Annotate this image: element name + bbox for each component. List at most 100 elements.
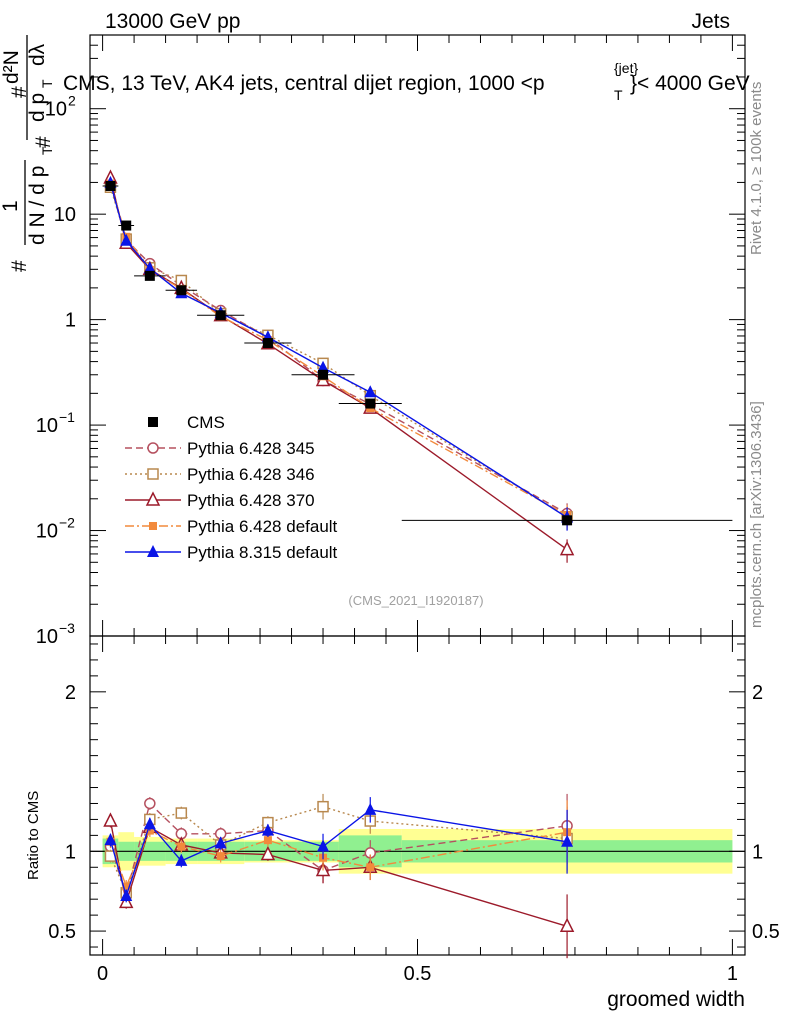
ratio-line [109,805,568,895]
cms-point [262,338,273,349]
main-line [109,183,568,516]
ratio-point [177,842,186,851]
ratio-point [364,802,377,815]
main-point [143,261,156,274]
legend-entry-pythia-6-428-default: Pythia 6.428 default [125,517,338,536]
main-line [109,182,568,519]
rivet-version-label: Rivet 4.1.0, ≥ 100k events [748,82,765,255]
main-line [109,177,568,551]
ratio-y-tick-label: 0.5 [48,921,76,943]
ratio-point [261,823,274,836]
ratio-point [260,845,276,861]
ratio-y-axis-label: Ratio to CMS [25,791,42,880]
ylabel-denominator: d N / d p [26,166,49,245]
legend-entry-pythia-6-428-345: Pythia 6.428 345 [125,439,315,458]
x-tick-label: 0 [97,963,108,985]
cms-point [215,310,226,321]
legend-label: Pythia 8.315 default [187,543,338,562]
ylabel-one: 1 [0,200,22,212]
ylabel-rhs-end: dλ [26,43,49,66]
ylabel-rhs-hash-top: # [8,86,31,98]
x-axis-label: groomed width [607,988,745,1011]
ylabel-rhs-hash-bot: # [32,136,55,148]
main-y-axis-label: # 1 d N / d p T # d²N # d p T dλ [0,35,55,272]
beam-label: 13000 GeV pp [105,10,240,33]
ratio-point [120,888,133,901]
legend-entry-cms: CMS [148,413,225,432]
main-point [317,360,330,373]
legend-label-cms: CMS [187,413,225,432]
ratio-y-tick-label: 2 [65,682,76,704]
ratio-point [143,817,156,830]
series-pythia-6-428-default [106,179,572,893]
series-cms [102,180,733,526]
mcplots-label: mcplots.cern.ch [arXiv:1306.3436] [748,401,765,628]
ratio-point [122,882,131,891]
cms-point [365,398,376,409]
legend-marker [147,545,159,557]
ylabel-den-subscript: T [39,146,55,155]
legend-marker [147,442,159,454]
cms-point [121,220,132,231]
ratio-point [559,917,575,933]
ylabel-rhs-top: d²N [0,50,23,84]
ylabel-rhs-subscript: T [39,79,55,88]
ratio-point [317,839,330,852]
main-y-tick-label: 10 [45,99,67,121]
legend-label: Pythia 6.428 default [187,517,338,536]
main-y-tick-exponent: −1 [59,409,75,425]
ratio-y-tick-label-right: 2 [752,682,763,704]
ratio-point [144,797,156,810]
legend-marker [149,522,157,530]
ratio-point [214,836,227,849]
ratio-point [317,800,329,813]
analysis-watermark: (CMS_2021_I1920187) [348,593,483,608]
main-point [559,540,575,556]
ratio-point [103,812,118,827]
ratio-y-tick-label: 1 [65,841,76,863]
cms-point [176,285,187,296]
ratio-point [561,834,574,847]
main-point [364,385,377,398]
legend-label: Pythia 6.428 370 [187,491,315,510]
ratio-line [109,802,568,897]
legend-entry-pythia-6-428-370: Pythia 6.428 370 [125,491,315,510]
plot-title: CMS, 13 TeV, AK4 jets, central dijet reg… [63,60,750,103]
main-line [109,187,568,518]
legend-marker [145,491,161,506]
main-y-tick-exponent: 2 [68,93,76,109]
ratio-y-tick-label-right: 1 [752,841,763,863]
main-line [109,184,568,515]
main-y-tick-label: 10 [36,626,58,648]
cms-point [562,515,573,526]
data-series [102,169,733,959]
title-superscript: {jet} [614,60,638,76]
cms-point [318,369,329,380]
title-main: CMS, 13 TeV, AK4 jets, central dijet reg… [63,72,545,95]
title-subscript: T [614,87,623,103]
x-tick-label: 0.5 [404,963,432,985]
legend-entry-pythia-8-315-default: Pythia 8.315 default [125,543,338,562]
main-y-tick-label: 10 [54,204,76,226]
legend-label: Pythia 6.428 346 [187,465,315,484]
main-y-tick-exponent: −3 [59,620,75,636]
legend-entry-pythia-6-428-346: Pythia 6.428 346 [125,465,315,484]
main-y-tick-label: 10 [36,415,58,437]
ratio-point [263,836,272,845]
ratio-frame [89,635,746,956]
ratio-y-tick-label-right: 0.5 [752,921,780,943]
main-point [120,233,133,246]
main-y-tick-exponent: −2 [59,515,75,531]
ylabel-rhs-bottom: d p [26,93,49,122]
main-y-tick-label: 1 [65,310,76,332]
category-label: Jets [691,10,730,33]
main-y-tick-label: 10 [36,521,58,543]
ratio-point [104,833,117,846]
cms-point [144,270,155,281]
ratio-point [175,807,188,819]
legend-marker [147,468,159,480]
ratio-point [366,863,375,872]
legend-label: Pythia 6.428 345 [187,439,315,458]
